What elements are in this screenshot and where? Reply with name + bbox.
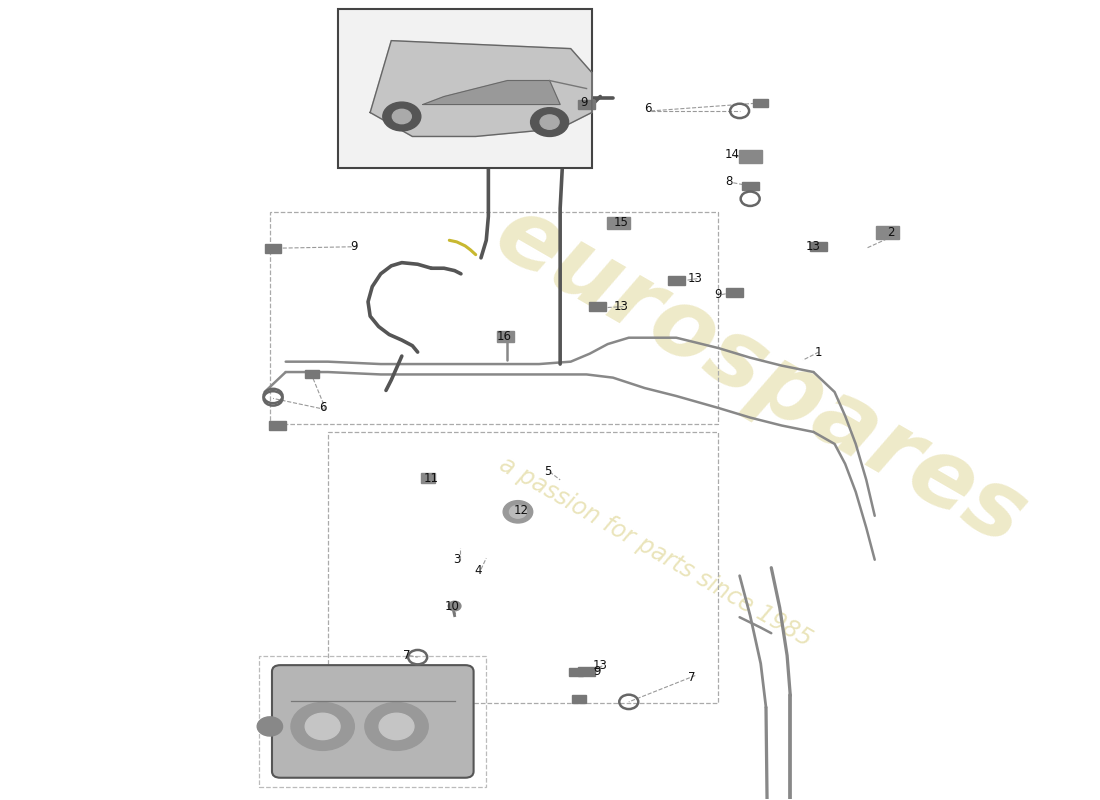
Circle shape [530, 108, 569, 137]
Text: 15: 15 [614, 216, 629, 230]
Polygon shape [370, 41, 592, 137]
Bar [572, 695, 586, 703]
Circle shape [540, 115, 559, 130]
Bar [811, 242, 827, 251]
Bar [726, 288, 742, 297]
Text: 6: 6 [319, 402, 327, 414]
Bar [754, 99, 768, 107]
Circle shape [379, 714, 414, 740]
Bar [738, 150, 762, 163]
Text: 9: 9 [715, 288, 723, 301]
Bar [569, 667, 583, 675]
Text: 9: 9 [593, 665, 601, 678]
Bar [588, 302, 605, 311]
Text: 2: 2 [887, 226, 894, 238]
Text: 1: 1 [815, 346, 823, 358]
Circle shape [503, 501, 532, 523]
FancyBboxPatch shape [272, 665, 474, 778]
Circle shape [393, 110, 411, 124]
Bar [339, 9, 592, 169]
Circle shape [449, 602, 461, 611]
Text: 8: 8 [725, 174, 733, 188]
Circle shape [305, 714, 340, 740]
Text: 4: 4 [474, 565, 482, 578]
Circle shape [365, 702, 428, 750]
Text: 13: 13 [806, 240, 821, 253]
Bar [260, 655, 486, 787]
Circle shape [257, 717, 283, 736]
Text: 5: 5 [543, 466, 551, 478]
Text: 6: 6 [644, 102, 651, 115]
Bar [421, 473, 436, 483]
Text: eurospares: eurospares [478, 187, 1043, 566]
Text: 3: 3 [453, 554, 461, 566]
Text: 13: 13 [614, 300, 629, 313]
Text: 13: 13 [688, 272, 703, 285]
Text: 11: 11 [424, 472, 439, 485]
Text: 7: 7 [404, 649, 410, 662]
Bar [268, 421, 286, 430]
Bar [579, 667, 595, 676]
Bar [668, 276, 684, 285]
Text: a passion for parts since 1985: a passion for parts since 1985 [495, 452, 816, 651]
Bar [265, 244, 282, 253]
Text: 16: 16 [497, 330, 512, 342]
Bar [328, 432, 718, 703]
Text: 7: 7 [689, 671, 696, 685]
Text: 10: 10 [446, 599, 460, 613]
Text: 12: 12 [514, 504, 529, 517]
Circle shape [383, 102, 421, 131]
Circle shape [292, 702, 354, 750]
Bar [579, 100, 595, 109]
Bar [741, 182, 759, 190]
Circle shape [509, 506, 527, 518]
Text: 9: 9 [581, 97, 589, 110]
Bar [305, 370, 319, 378]
Text: 14: 14 [725, 148, 739, 162]
Bar [876, 226, 899, 238]
Text: 9: 9 [351, 240, 359, 253]
Bar [270, 212, 718, 424]
Text: 13: 13 [593, 659, 607, 673]
Bar [606, 217, 630, 229]
Polygon shape [422, 81, 560, 105]
Bar [497, 330, 514, 342]
